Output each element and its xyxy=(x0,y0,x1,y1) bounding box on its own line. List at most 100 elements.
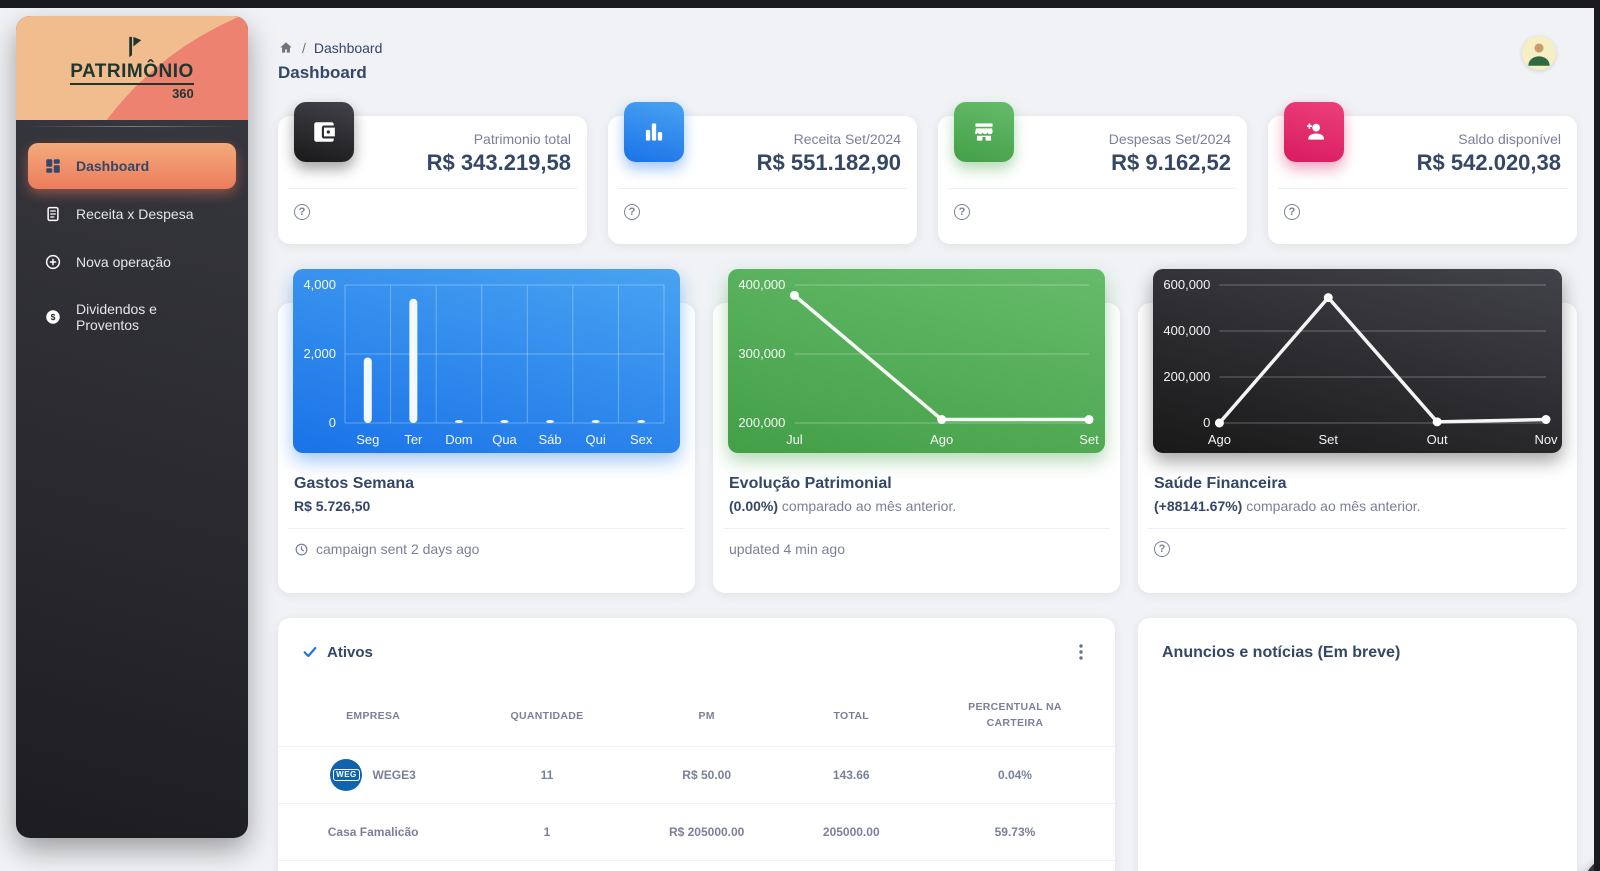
assets-card-title: Ativos xyxy=(302,644,373,661)
brand-logo[interactable]: PATRIMÔNIO 360 xyxy=(70,35,194,101)
cell-empresa: WEG WEGE3 xyxy=(278,746,469,804)
chart-panel: 0 200,000 400,000 600,000 Ago Set Out Nov xyxy=(1153,269,1562,453)
sidebar-item-label: Receita x Despesa xyxy=(76,206,194,222)
assets-title-text: Ativos xyxy=(327,643,373,661)
chart-title: Evolução Patrimonial xyxy=(729,475,892,492)
question-icon[interactable]: ? xyxy=(1284,204,1300,220)
stat-value: R$ 551.182,90 xyxy=(756,150,901,175)
svg-text:200,000: 200,000 xyxy=(1163,369,1210,384)
stat-card-saldo-disponivel: Saldo disponível R$ 542.020,38 ? xyxy=(1268,102,1577,244)
app-frame: PATRIMÔNIO 360 Dashboard Receita x Despe… xyxy=(0,8,1594,871)
svg-text:4,000: 4,000 xyxy=(303,277,336,292)
chart-subtitle: (0.00%) comparado ao mês anterior. xyxy=(729,498,957,514)
wallet-icon xyxy=(294,102,354,162)
check-icon xyxy=(302,644,318,660)
sidebar-item-label: Nova operação xyxy=(76,254,171,270)
bottom-row: Ativos EMPRESA QUANTIDADE PM TOTAL PERCENTUA… xyxy=(278,618,1577,871)
store-icon xyxy=(954,102,1014,162)
column-header-quantidade: QUANTIDADE xyxy=(468,692,626,747)
sidebar-item-nova-operacao[interactable]: Nova operação xyxy=(28,239,236,285)
sidebar-nav: Dashboard Receita x Despesa Nova operaçã… xyxy=(16,135,248,357)
table-row-casa-famalicao[interactable]: Casa Famalicão 1 R$ 205000.00 205000.00 … xyxy=(278,803,1115,861)
cell-pm: R$ 205000.00 xyxy=(625,803,788,861)
stat-value: R$ 9.162,52 xyxy=(1111,150,1231,175)
chart-title: Gastos Semana xyxy=(294,475,415,492)
dashboard-icon xyxy=(44,157,62,175)
stat-title: Saldo disponível xyxy=(1458,131,1561,147)
assets-table: EMPRESA QUANTIDADE PM TOTAL PERCENTUAL NA CA… xyxy=(278,692,1115,861)
chart-subtitle: R$ 5.726,50 xyxy=(294,498,371,514)
charts-row: 0 2,000 4,000 Seg Ter Dom Qua Sáb Qui Sex Gastos … xyxy=(278,269,1577,593)
stats-row: Patrimonio total R$ 343.219,58 ? Receita… xyxy=(278,102,1577,244)
svg-text:200,000: 200,000 xyxy=(738,415,785,430)
patrimonio-p-icon xyxy=(129,36,142,58)
chart-panel: 200,000 300,000 400,000 Jul Ago Set xyxy=(728,269,1105,453)
cell-pm: R$ 50.00 xyxy=(625,746,788,804)
sidebar: PATRIMÔNIO 360 Dashboard Receita x Despe… xyxy=(16,16,248,838)
home-icon[interactable] xyxy=(278,40,294,56)
sidebar-divider xyxy=(26,126,238,127)
svg-text:0: 0 xyxy=(329,415,336,430)
stat-title: Receita Set/2024 xyxy=(793,131,901,147)
settings-fab[interactable] xyxy=(1583,856,1594,871)
svg-text:2,000: 2,000 xyxy=(303,346,336,361)
news-card-title: Anuncios e notícias (Em breve) xyxy=(1162,644,1401,661)
bar-chart: 0 2,000 4,000 Seg Ter Dom Qua Sáb Qui Sex xyxy=(303,277,665,447)
svg-text:0: 0 xyxy=(1203,415,1210,430)
stat-card-despesas-set-2024: Despesas Set/2024 R$ 9.162,52 ? xyxy=(938,102,1247,244)
cell-percentual: 0.04% xyxy=(914,746,1115,804)
svg-text:Ter: Ter xyxy=(404,432,423,447)
plus-circle-icon xyxy=(44,253,62,271)
chart-title: Saúde Financeira xyxy=(1154,475,1287,492)
chart-card-evolucao-patrimonial: 200,000 300,000 400,000 Jul Ago Set Evolução … xyxy=(713,269,1120,593)
chart-card-gastos-semana: 0 2,000 4,000 Seg Ter Dom Qua Sáb Qui Sex Gastos … xyxy=(278,269,695,593)
stat-card-receita-set-2024: Receita Set/2024 R$ 551.182,90 ? xyxy=(608,102,917,244)
sidebar-item-label: Dividendos e Proventos xyxy=(76,301,157,333)
svg-text:Ago: Ago xyxy=(1208,432,1231,447)
svg-text:Sex: Sex xyxy=(630,432,653,447)
sidebar-item-dashboard[interactable]: Dashboard xyxy=(28,143,236,189)
chart-card-saude-financeira: 0 200,000 400,000 600,000 Ago Set Out Nov Saúde… xyxy=(1138,269,1577,593)
question-icon[interactable]: ? xyxy=(954,204,970,220)
page-title: Dashboard xyxy=(278,63,367,82)
line-chart: 200,000 300,000 400,000 Jul Ago Set xyxy=(738,277,1099,447)
assets-card: Ativos EMPRESA QUANTIDADE PM TOTAL PERCENTUA… xyxy=(278,618,1115,871)
clock-icon xyxy=(294,542,309,557)
user-avatar[interactable] xyxy=(1522,36,1556,70)
table-row-wege3[interactable]: WEG WEGE3 11 R$ 50.00 143.66 0.04% xyxy=(278,746,1115,804)
sidebar-item-dividendos-e-proventos[interactable]: $ Dividendos e Proventos xyxy=(28,287,236,347)
sidebar-item-label: Dashboard xyxy=(76,158,150,174)
svg-text:Seg: Seg xyxy=(356,432,379,447)
svg-text:Nov: Nov xyxy=(1534,432,1558,447)
line-chart: 0 200,000 400,000 600,000 Ago Set Out Nov xyxy=(1163,277,1558,447)
chart-footer: campaign sent 2 days ago xyxy=(278,529,695,569)
breadcrumb-separator: / xyxy=(302,40,306,56)
stat-title: Despesas Set/2024 xyxy=(1108,131,1231,147)
chart-footer-text: campaign sent 2 days ago xyxy=(316,541,480,557)
svg-text:Dom: Dom xyxy=(445,432,472,447)
question-icon[interactable]: ? xyxy=(294,204,310,220)
brand-suffix: 360 xyxy=(172,85,194,101)
question-icon[interactable]: ? xyxy=(1154,541,1170,557)
weg-logo: WEG xyxy=(330,758,363,791)
sidebar-item-receita-x-despesa[interactable]: Receita x Despesa xyxy=(28,191,236,237)
cell-quantidade: 1 xyxy=(468,803,626,861)
column-header-empresa: EMPRESA xyxy=(278,692,469,747)
column-header-pm: PM xyxy=(625,692,788,747)
svg-text:Out: Out xyxy=(1427,432,1448,447)
bar-chart-icon xyxy=(624,102,684,162)
stat-card-patrimonio-total: Patrimonio total R$ 343.219,58 ? xyxy=(278,102,587,244)
kebab-menu-icon[interactable] xyxy=(1073,642,1089,662)
brand-name: PATRIMÔNIO xyxy=(70,61,194,85)
svg-text:Qui: Qui xyxy=(586,432,606,447)
chart-footer: updated 4 min ago xyxy=(713,529,1120,569)
svg-text:600,000: 600,000 xyxy=(1163,277,1210,292)
question-icon[interactable]: ? xyxy=(624,204,640,220)
breadcrumb-current[interactable]: Dashboard xyxy=(313,40,383,56)
svg-text:300,000: 300,000 xyxy=(738,346,785,361)
svg-text:Qua: Qua xyxy=(492,432,517,447)
stat-value: R$ 542.020,38 xyxy=(1416,150,1561,175)
column-header-percentual-na-carteira: PERCENTUAL NA CARTEIRA xyxy=(914,692,1115,747)
svg-text:$: $ xyxy=(51,312,56,322)
svg-text:Set: Set xyxy=(1319,432,1339,447)
